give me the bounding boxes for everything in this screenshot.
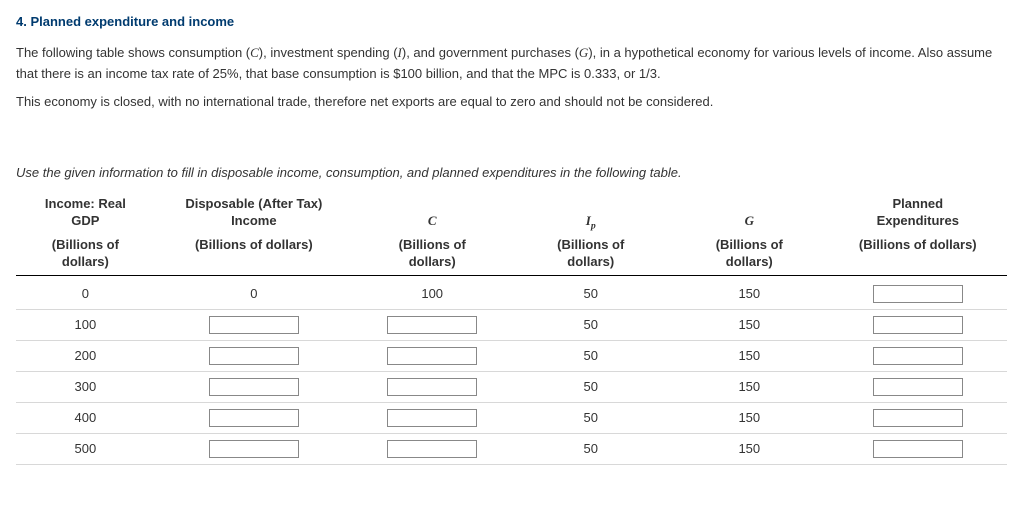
consumption-input[interactable]: [387, 409, 477, 427]
cell-g: 150: [670, 371, 829, 402]
p1-text: ), investment spending (: [259, 45, 398, 60]
planned-expenditure-input[interactable]: [873, 316, 963, 334]
cell-c: [353, 371, 512, 402]
cell-ip: 50: [511, 433, 670, 464]
cell-disposable: [155, 433, 353, 464]
col-header-ip: Ip: [511, 194, 670, 235]
table-body: 0010050150100501502005015030050150400501…: [16, 275, 1007, 464]
instruction-text: Use the given information to fill in dis…: [16, 163, 1007, 184]
col-unit-disposable: (Billions of dollars): [155, 235, 353, 275]
disposable-input[interactable]: [209, 378, 299, 396]
table-row: 400 50150: [16, 402, 1007, 433]
cell-ip: 50: [511, 340, 670, 371]
p1-text: ), and government purchases (: [402, 45, 579, 60]
col-unit-gdp: (Billions ofdollars): [16, 235, 155, 275]
cell-c: [353, 402, 512, 433]
cell-ip: 50: [511, 371, 670, 402]
col-header-planned: Planned Expenditures: [829, 194, 1007, 235]
cell-g: 150: [670, 340, 829, 371]
header-sym: C: [428, 213, 437, 228]
consumption-input[interactable]: [387, 378, 477, 396]
cell-planned: [829, 371, 1007, 402]
cell-gdp: 300: [16, 371, 155, 402]
paragraph-2: This economy is closed, with no internat…: [16, 92, 1007, 113]
disposable-input[interactable]: [209, 440, 299, 458]
header-sub: p: [591, 220, 596, 231]
consumption-input[interactable]: [387, 316, 477, 334]
table-row: 500 50150: [16, 433, 1007, 464]
col-unit-ip: (Billions ofdollars): [511, 235, 670, 275]
cell-ip: 50: [511, 275, 670, 309]
planned-expenditure-input[interactable]: [873, 347, 963, 365]
cell-planned: [829, 275, 1007, 309]
header-sym: G: [745, 213, 754, 228]
cell-planned: [829, 433, 1007, 464]
p1-text: The following table shows consumption (: [16, 45, 250, 60]
cell-disposable: [155, 371, 353, 402]
unit-span: (Billions ofdollars): [52, 237, 119, 269]
header-line: Expenditures: [877, 213, 959, 228]
unit-span: (Billions ofdollars): [557, 237, 624, 269]
planned-expenditure-input[interactable]: [873, 440, 963, 458]
col-header-g: G: [670, 194, 829, 235]
cell-gdp: 500: [16, 433, 155, 464]
col-header-disposable: Disposable (After Tax) Income: [155, 194, 353, 235]
header-line: Disposable (After Tax): [185, 196, 322, 211]
cell-g: 150: [670, 402, 829, 433]
cell-disposable: [155, 340, 353, 371]
col-unit-c: (Billions ofdollars): [353, 235, 512, 275]
header-line: Income: [231, 213, 277, 228]
cell-g: 150: [670, 275, 829, 309]
cell-planned: [829, 402, 1007, 433]
cell-c: 100: [353, 275, 512, 309]
table-row: 0010050150: [16, 275, 1007, 309]
var-g: G: [579, 45, 588, 60]
cell-disposable: [155, 309, 353, 340]
table-row: 100 50150: [16, 309, 1007, 340]
disposable-input[interactable]: [209, 347, 299, 365]
disposable-input[interactable]: [209, 316, 299, 334]
expenditure-table: Income: Real GDP Disposable (After Tax) …: [16, 194, 1007, 465]
planned-expenditure-input[interactable]: [873, 378, 963, 396]
cell-c: [353, 340, 512, 371]
col-header-gdp: Income: Real GDP: [16, 194, 155, 235]
consumption-input[interactable]: [387, 440, 477, 458]
header-line: Income: Real: [45, 196, 126, 211]
cell-ip: 50: [511, 402, 670, 433]
consumption-input[interactable]: [387, 347, 477, 365]
cell-gdp: 200: [16, 340, 155, 371]
cell-gdp: 0: [16, 275, 155, 309]
cell-g: 150: [670, 309, 829, 340]
planned-expenditure-input[interactable]: [873, 409, 963, 427]
unit-span: (Billions ofdollars): [716, 237, 783, 269]
cell-c: [353, 433, 512, 464]
table-row: 300 50150: [16, 371, 1007, 402]
cell-planned: [829, 340, 1007, 371]
cell-g: 150: [670, 433, 829, 464]
cell-ip: 50: [511, 309, 670, 340]
cell-planned: [829, 309, 1007, 340]
var-c: C: [250, 45, 259, 60]
unit-span: (Billions ofdollars): [399, 237, 466, 269]
cell-disposable: [155, 402, 353, 433]
disposable-input[interactable]: [209, 409, 299, 427]
col-unit-g: (Billions ofdollars): [670, 235, 829, 275]
cell-c: [353, 309, 512, 340]
planned-expenditure-input[interactable]: [873, 285, 963, 303]
paragraph-1: The following table shows consumption (C…: [16, 43, 1007, 85]
cell-gdp: 400: [16, 402, 155, 433]
table-row: 200 50150: [16, 340, 1007, 371]
cell-gdp: 100: [16, 309, 155, 340]
header-line: Planned: [892, 196, 943, 211]
header-line: GDP: [71, 213, 99, 228]
col-unit-planned: (Billions of dollars): [829, 235, 1007, 275]
col-header-c: C: [353, 194, 512, 235]
section-heading: 4. Planned expenditure and income: [16, 12, 1007, 33]
cell-disposable: 0: [155, 275, 353, 309]
